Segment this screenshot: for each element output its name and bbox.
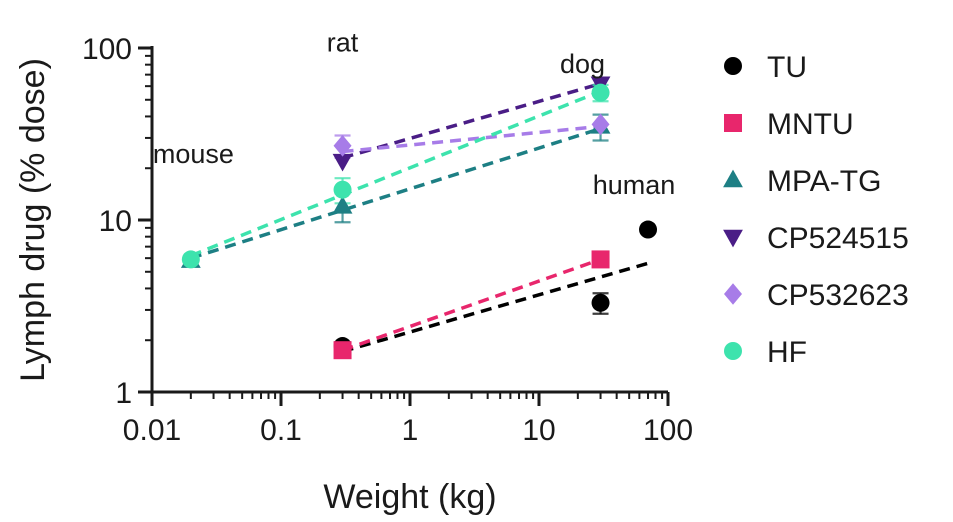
fit-line-mntu (341, 257, 602, 352)
legend-marker-cp524515 (723, 229, 743, 248)
point-cp532623 (591, 113, 610, 136)
x-axis-title: Weight (kg) (323, 478, 496, 516)
error-bars (334, 83, 609, 352)
point-hf (181, 250, 200, 269)
y-tick-label: 1 (115, 377, 132, 410)
point-hf (591, 83, 610, 102)
legend-label-cp524515: CP524515 (767, 222, 909, 255)
point-cp532623 (333, 135, 352, 157)
point-tu (591, 293, 610, 312)
annotation-dog: dog (560, 49, 605, 79)
legend-marker-tu (724, 57, 742, 75)
legend-marker-hf (724, 342, 742, 360)
point-cp524515 (332, 153, 353, 172)
annotations: mouse rat dog human (153, 28, 675, 200)
fit-lines (190, 82, 649, 354)
point-tu (639, 220, 658, 239)
annotation-human: human (593, 170, 676, 200)
fit-line-cp532623 (342, 124, 601, 154)
data-points (180, 76, 658, 360)
x-tick-label: 1 (402, 414, 419, 447)
legend-label-mpa-tg: MPA-TG (767, 165, 881, 198)
x-tick-label: 0.01 (123, 414, 181, 447)
legend-label-tu: TU (767, 51, 807, 84)
legend-label-mntu: MNTU (767, 108, 854, 141)
axes: 1 10 100 0.01 0.1 1 10 100 Weight (kg) Lymph drug… (14, 33, 693, 516)
x-tick-label: 100 (643, 414, 693, 447)
point-mntu (333, 341, 352, 360)
y-tick-label: 10 (99, 205, 132, 238)
legend: TU MNTU MPA-TG CP524515 CP532623 HF (723, 51, 909, 369)
x-tick-label: 0.1 (260, 414, 302, 447)
y-axis-title: Lymph drug (% dose) (14, 58, 52, 382)
fit-line-hf (190, 89, 602, 258)
y-tick-label: 100 (82, 33, 132, 66)
fit-line-cp524515 (342, 82, 602, 160)
point-mntu (591, 250, 610, 269)
fit-line-mpa-tg (190, 126, 602, 260)
legend-marker-mntu (724, 114, 742, 132)
legend-marker-cp532623 (724, 283, 742, 305)
x-tick-label: 10 (522, 414, 555, 447)
annotation-rat: rat (327, 28, 359, 58)
legend-label-cp532623: CP532623 (767, 279, 909, 312)
legend-label-hf: HF (767, 336, 807, 369)
annotation-mouse: mouse (153, 139, 234, 169)
point-mpa-tg (332, 196, 353, 214)
point-hf (333, 180, 352, 199)
legend-marker-mpa-tg (723, 169, 743, 188)
